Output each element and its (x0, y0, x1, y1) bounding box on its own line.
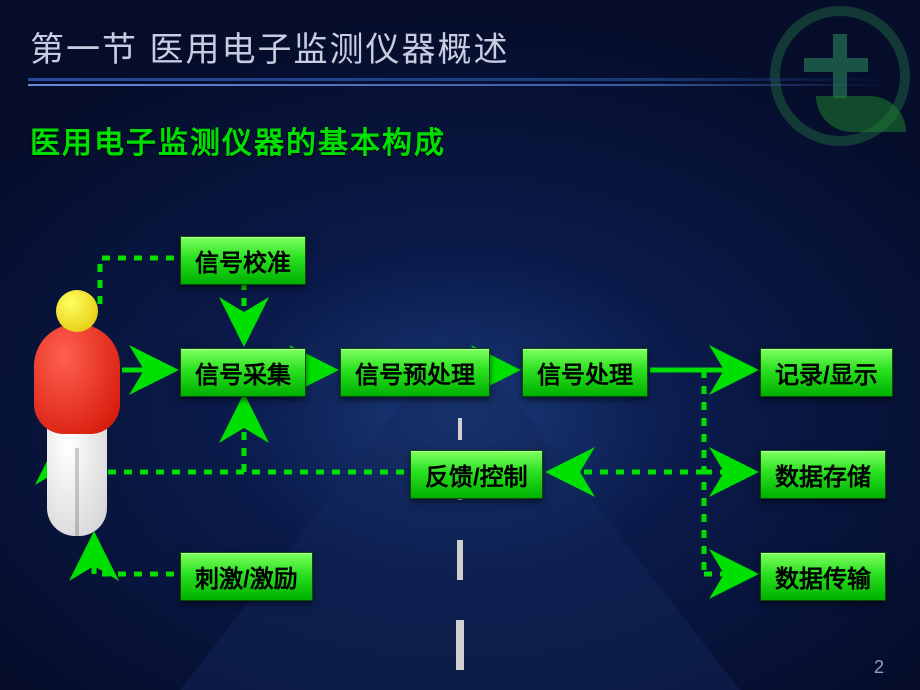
node-stimulate: 刺激/激励 (180, 552, 313, 601)
node-transmit: 数据传输 (760, 552, 886, 601)
node-display: 记录/显示 (760, 348, 893, 397)
road-dash (456, 620, 464, 670)
page-number: 2 (874, 657, 884, 678)
person-legs (47, 426, 107, 536)
node-calibrate: 信号校准 (180, 236, 306, 285)
title-rule (28, 78, 892, 81)
node-feedback: 反馈/控制 (410, 450, 543, 499)
road-dash (458, 418, 462, 440)
title-rule (28, 84, 892, 86)
person-torso (34, 324, 120, 434)
slide-subtitle: 医用电子监测仪器的基本构成 (30, 118, 446, 162)
person-head (56, 290, 98, 332)
person-figure (34, 290, 120, 536)
node-acquire: 信号采集 (180, 348, 306, 397)
node-process: 信号处理 (522, 348, 648, 397)
slide-title: 第一节 医用电子监测仪器概述 (30, 22, 890, 71)
node-preprocess: 信号预处理 (340, 348, 490, 397)
road-dash (457, 540, 463, 580)
node-storage: 数据存储 (760, 450, 886, 499)
